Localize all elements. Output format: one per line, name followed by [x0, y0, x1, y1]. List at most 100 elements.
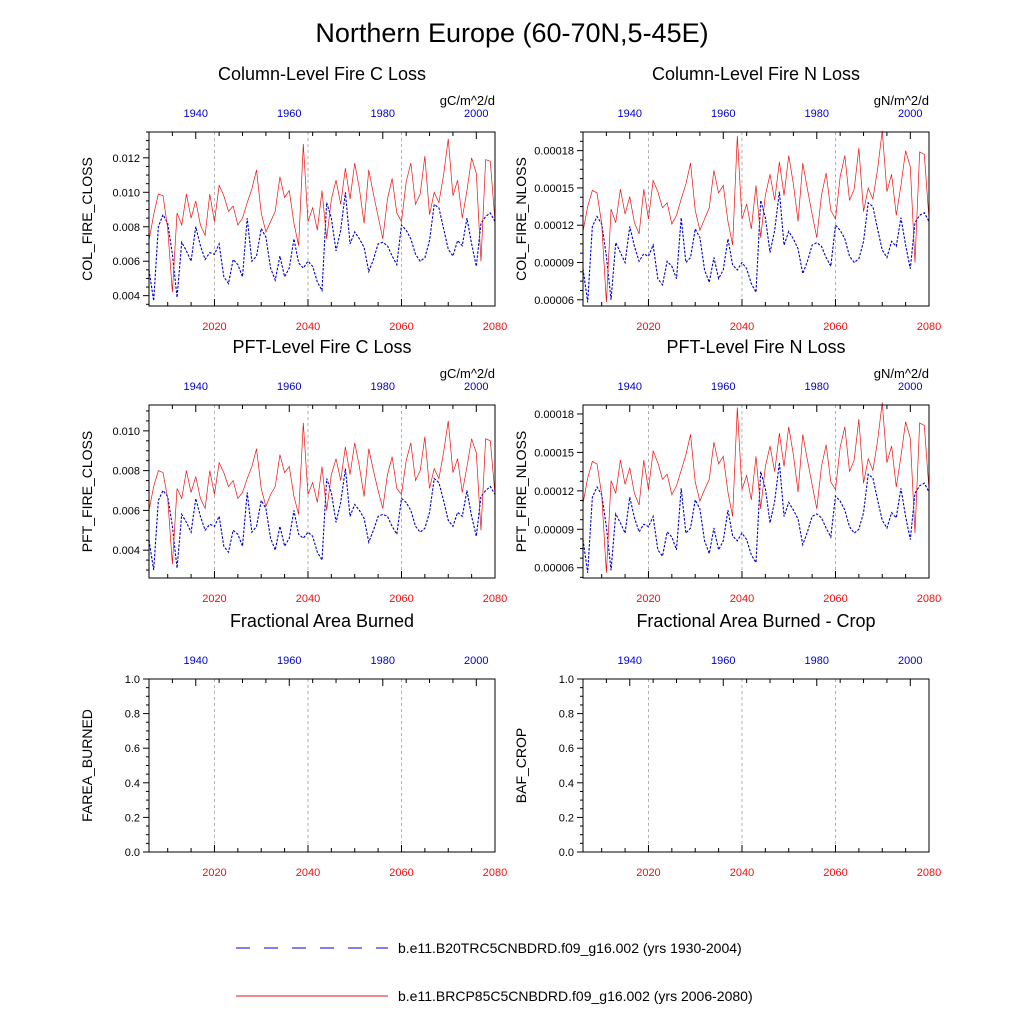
chart-panel: Fractional Area Burned 2020 2040 2060 2080 19…	[79, 611, 507, 879]
legend: b.e11.B20TRC5CNBDRD.f09_g16.002 (yrs 193…	[236, 940, 753, 1004]
legend-label: b.e11.B20TRC5CNBDRD.f09_g16.002 (yrs 193…	[398, 940, 742, 956]
legend-label: b.e11.BRCP85C5CNBDRD.f09_g16.002 (yrs 20…	[398, 988, 753, 1004]
y-tick-label: 0.6	[125, 743, 140, 755]
x-tick-label-bottom: 2080	[483, 321, 507, 333]
x-tick-label-top: 2000	[898, 381, 922, 393]
series-line-historical	[582, 191, 930, 303]
x-tick-label-bottom: 2040	[296, 321, 320, 333]
plot-frame	[148, 131, 496, 307]
x-tick-label-top: 1960	[711, 381, 735, 393]
y-axis-label: BAF_CROP	[513, 728, 529, 803]
x-tick-label-top: 2000	[898, 108, 922, 120]
units-label: gC/m^2/d	[440, 366, 495, 381]
y-tick-label: 0.0	[559, 847, 574, 859]
x-tick-label-bottom: 2060	[389, 867, 413, 879]
y-tick-label: 0.0	[125, 847, 140, 859]
units-label: gN/m^2/d	[874, 93, 929, 108]
x-tick-label-top: 1980	[805, 381, 829, 393]
panel-title: Fractional Area Burned - Crop	[636, 611, 875, 631]
chart-panel: PFT-Level Fire N Loss gN/m^2/d 2020 2040 206…	[513, 337, 941, 605]
x-tick-label-bottom: 2020	[636, 321, 660, 333]
y-axis-label: COL_FIRE_CLOSS	[79, 157, 95, 281]
x-tick-label-bottom: 2040	[730, 593, 754, 605]
x-tick-label-bottom: 2060	[823, 593, 847, 605]
x-tick-label-top: 1960	[711, 108, 735, 120]
units-label: gN/m^2/d	[874, 366, 929, 381]
x-tick-label-bottom: 2060	[823, 321, 847, 333]
x-tick-label-bottom: 2020	[202, 593, 226, 605]
plot-frame	[582, 404, 930, 579]
x-tick-label-top: 1940	[184, 108, 208, 120]
x-tick-label-bottom: 2020	[636, 867, 660, 879]
series-line-rcp85	[582, 130, 930, 303]
x-tick-label-top: 1940	[618, 655, 642, 667]
x-tick-label-top: 1980	[371, 381, 395, 393]
chart-panel: Column-Level Fire C Loss gC/m^2/d 2020 2040…	[79, 64, 507, 333]
y-tick-label: 0.008	[112, 466, 140, 478]
x-tick-label-top: 2000	[464, 108, 488, 120]
x-tick-label-top: 1980	[805, 655, 829, 667]
series-line-historical	[148, 192, 496, 301]
panel-title: Fractional Area Burned	[230, 611, 414, 631]
y-tick-label: 0.4	[125, 778, 140, 790]
x-tick-label-bottom: 2040	[296, 867, 320, 879]
panels: Column-Level Fire C Loss gC/m^2/d 2020 2040…	[79, 64, 941, 879]
y-tick-label: 0.2	[559, 812, 574, 824]
x-tick-label-top: 1960	[277, 381, 301, 393]
panel-title: Column-Level Fire N Loss	[652, 64, 860, 84]
units-label: gC/m^2/d	[440, 93, 495, 108]
series-line-historical	[582, 462, 930, 573]
y-tick-label: 0.00009	[534, 258, 574, 270]
x-tick-label-bottom: 2020	[202, 867, 226, 879]
x-tick-label-bottom: 2040	[296, 593, 320, 605]
x-tick-label-bottom: 2060	[389, 593, 413, 605]
y-tick-label: 0.00018	[534, 409, 574, 421]
x-tick-label-bottom: 2080	[483, 593, 507, 605]
y-tick-label: 0.2	[125, 812, 140, 824]
legend-item: b.e11.BRCP85C5CNBDRD.f09_g16.002 (yrs 20…	[236, 988, 753, 1004]
plot-frame	[148, 404, 496, 579]
y-tick-label: 0.010	[112, 426, 140, 438]
y-tick-label: 0.010	[112, 187, 140, 199]
y-axis-label: FAREA_BURNED	[79, 709, 95, 822]
x-tick-label-top: 1960	[277, 108, 301, 120]
y-tick-label: 0.006	[112, 256, 140, 268]
y-tick-label: 0.00012	[534, 486, 574, 498]
x-tick-label-bottom: 2080	[917, 867, 941, 879]
x-tick-label-top: 1960	[711, 655, 735, 667]
chart-panel: Column-Level Fire N Loss gN/m^2/d 2020 2040…	[513, 64, 941, 333]
x-tick-label-bottom: 2020	[202, 321, 226, 333]
legend-item: b.e11.B20TRC5CNBDRD.f09_g16.002 (yrs 193…	[236, 940, 742, 956]
y-axis-label: PFT_FIRE_NLOSS	[513, 431, 529, 552]
y-tick-label: 0.00015	[534, 447, 574, 459]
y-tick-label: 1.0	[125, 674, 140, 686]
y-tick-label: 0.00006	[534, 295, 574, 307]
x-tick-label-top: 1940	[184, 381, 208, 393]
chart-panel: Fractional Area Burned - Crop 2020 2040 206…	[513, 611, 941, 879]
y-tick-label: 0.00006	[534, 563, 574, 575]
series-line-rcp85	[582, 402, 930, 573]
x-tick-label-top: 1980	[371, 655, 395, 667]
plot-frame	[582, 131, 930, 307]
y-tick-label: 0.6	[559, 743, 574, 755]
y-tick-label: 0.006	[112, 505, 140, 517]
plot-frame	[582, 678, 930, 853]
y-tick-label: 0.00015	[534, 183, 574, 195]
y-tick-label: 0.00009	[534, 524, 574, 536]
x-tick-label-bottom: 2060	[823, 867, 847, 879]
y-tick-label: 0.004	[112, 545, 140, 557]
x-tick-label-bottom: 2020	[636, 593, 660, 605]
x-tick-label-bottom: 2080	[483, 867, 507, 879]
x-tick-label-bottom: 2080	[917, 593, 941, 605]
y-tick-label: 0.4	[559, 778, 574, 790]
y-tick-label: 0.012	[112, 153, 140, 165]
x-tick-label-top: 1980	[371, 108, 395, 120]
series-line-rcp85	[148, 138, 496, 293]
x-tick-label-top: 2000	[464, 655, 488, 667]
plot-frame	[148, 678, 496, 853]
y-tick-label: 0.00018	[534, 146, 574, 158]
x-tick-label-bottom: 2040	[730, 321, 754, 333]
series-line-historical	[148, 468, 496, 571]
x-tick-label-bottom: 2040	[730, 867, 754, 879]
x-tick-label-top: 1960	[277, 655, 301, 667]
